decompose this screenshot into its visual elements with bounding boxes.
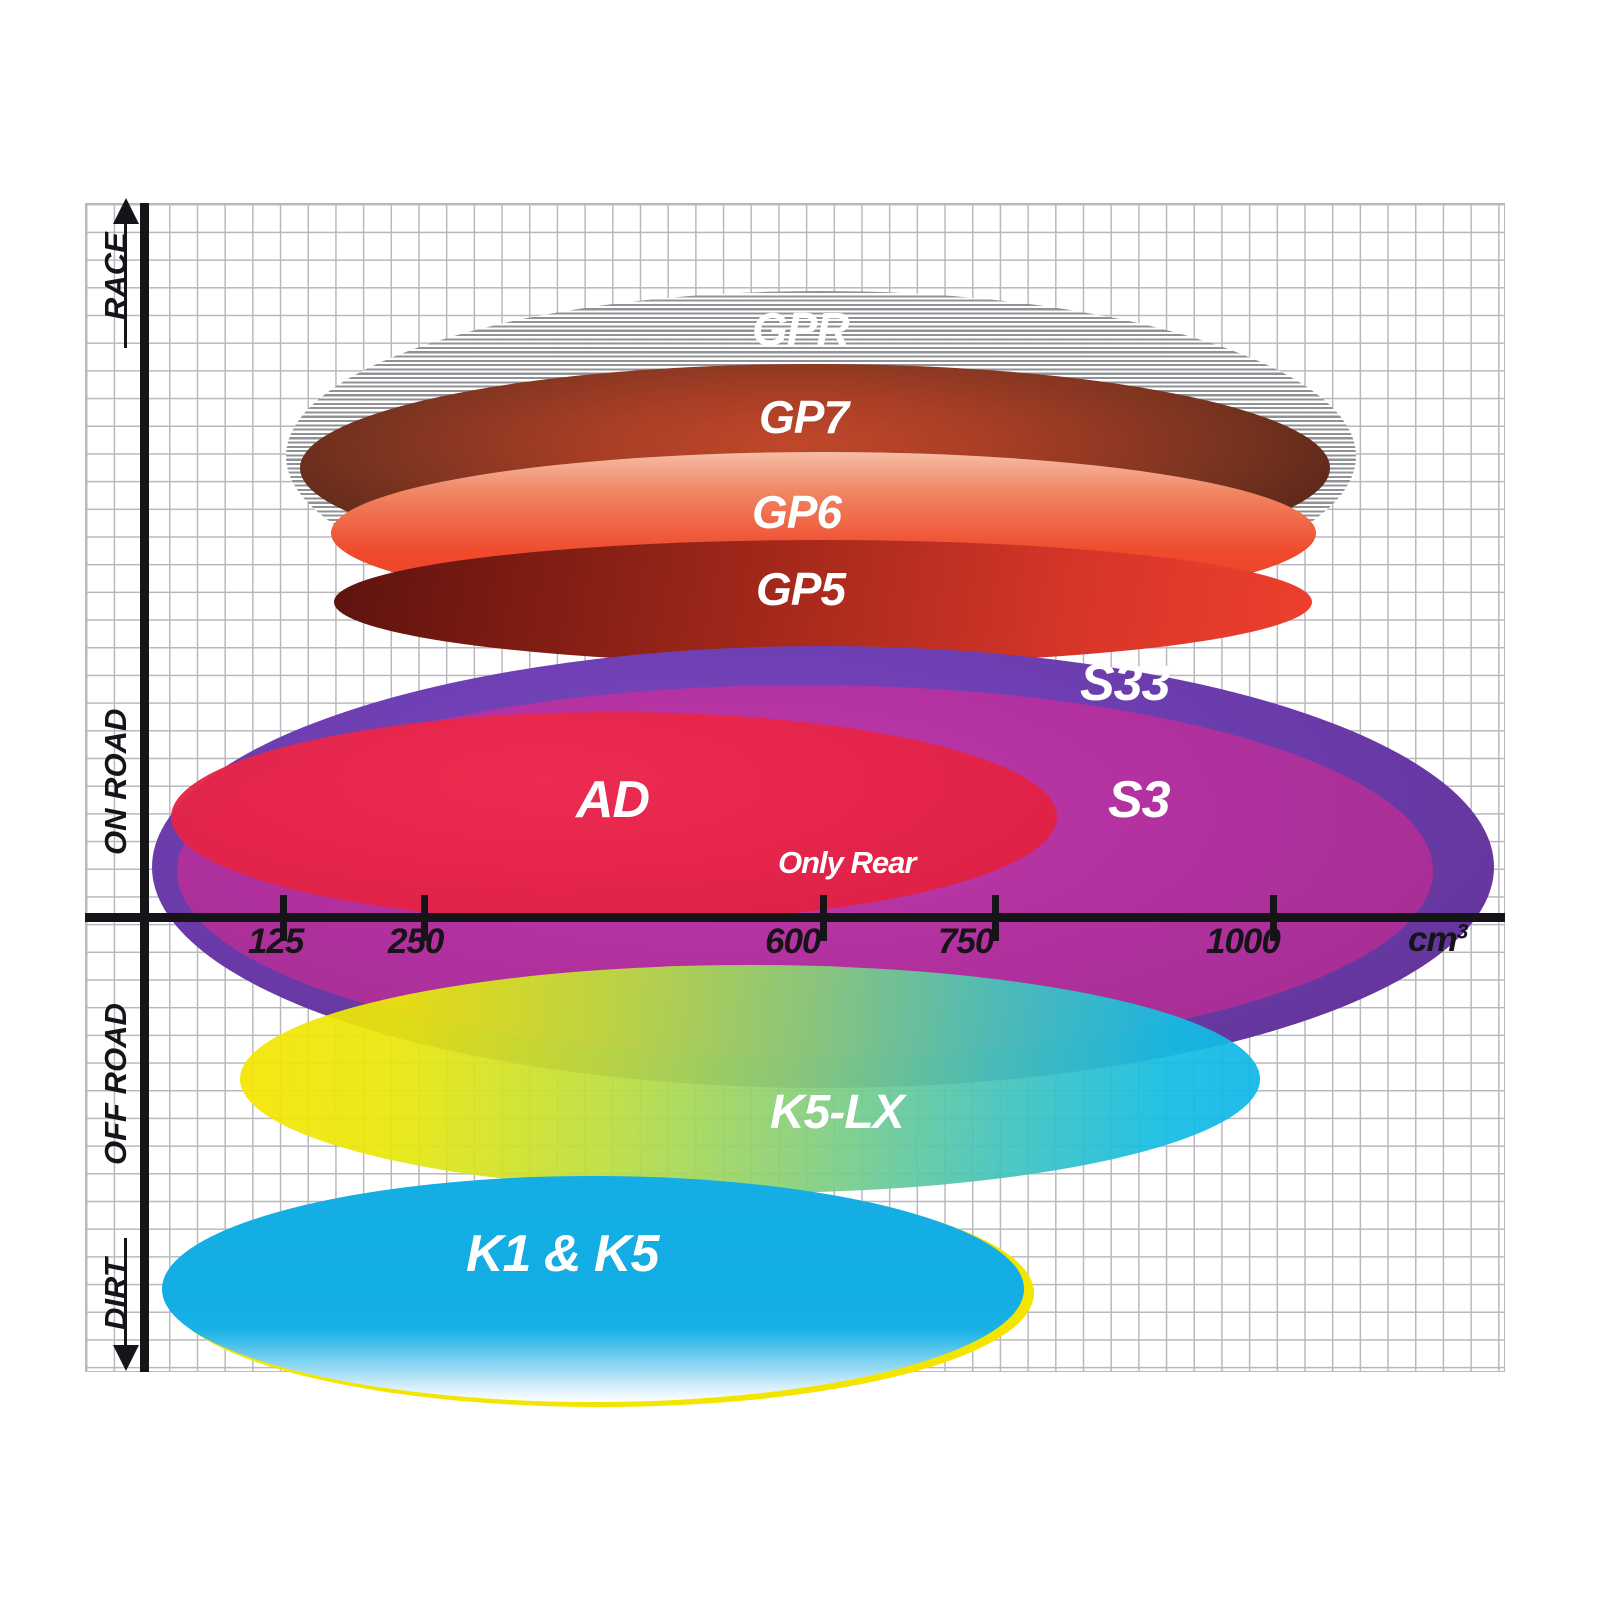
region-k1-k5[interactable] <box>162 1176 1024 1402</box>
y-band-label-off-road: OFF ROAD <box>98 1003 133 1165</box>
dirt-arrow-down-icon <box>113 1345 139 1371</box>
x-tick-label-1000: 1000 <box>1206 922 1281 961</box>
region-k5-lx[interactable] <box>240 965 1260 1193</box>
y-band-label-race: RACE <box>98 232 133 320</box>
x-tick-label-125: 125 <box>248 922 304 961</box>
region-label-gpr: GPR <box>752 303 850 355</box>
x-axis-line <box>85 913 1505 922</box>
region-label-gp7: GP7 <box>759 391 849 443</box>
region-label-gp6: GP6 <box>752 486 842 538</box>
y-band-label-dirt: DIRT <box>98 1258 133 1330</box>
x-tick-label-250: 250 <box>388 922 444 961</box>
region-ad[interactable] <box>171 712 1057 922</box>
race-arrow-shaft <box>124 218 127 348</box>
region-gp5[interactable] <box>334 540 1312 664</box>
region-label-k5-lx: K5-LX <box>770 1086 905 1139</box>
race-arrow-up-icon <box>113 198 139 224</box>
x-tick-1000 <box>1270 895 1277 941</box>
region-label-s33: S33 <box>1080 654 1171 712</box>
x-tick-label-750: 750 <box>938 922 994 961</box>
annotation-only-rear: Only Rear <box>778 845 916 880</box>
x-axis-unit-label: cm3 <box>1408 920 1469 960</box>
x-axis-unit-text: cm <box>1408 920 1458 959</box>
region-label-s3: S3 <box>1108 771 1171 829</box>
x-tick-250 <box>421 895 428 941</box>
region-label-gp5: GP5 <box>756 563 846 615</box>
region-label-k1-k5: K1 & K5 <box>466 1225 659 1283</box>
x-tick-125 <box>280 895 287 941</box>
dirt-arrow-shaft <box>124 1238 127 1358</box>
x-tick-label-600: 600 <box>765 922 821 961</box>
x-axis-unit-exponent: 3 <box>1456 920 1469 944</box>
x-tick-750 <box>992 895 999 941</box>
y-band-label-on-road: ON ROAD <box>98 708 133 855</box>
x-tick-600 <box>820 895 827 941</box>
y-axis-line <box>140 203 149 1372</box>
region-label-ad: AD <box>576 771 650 829</box>
